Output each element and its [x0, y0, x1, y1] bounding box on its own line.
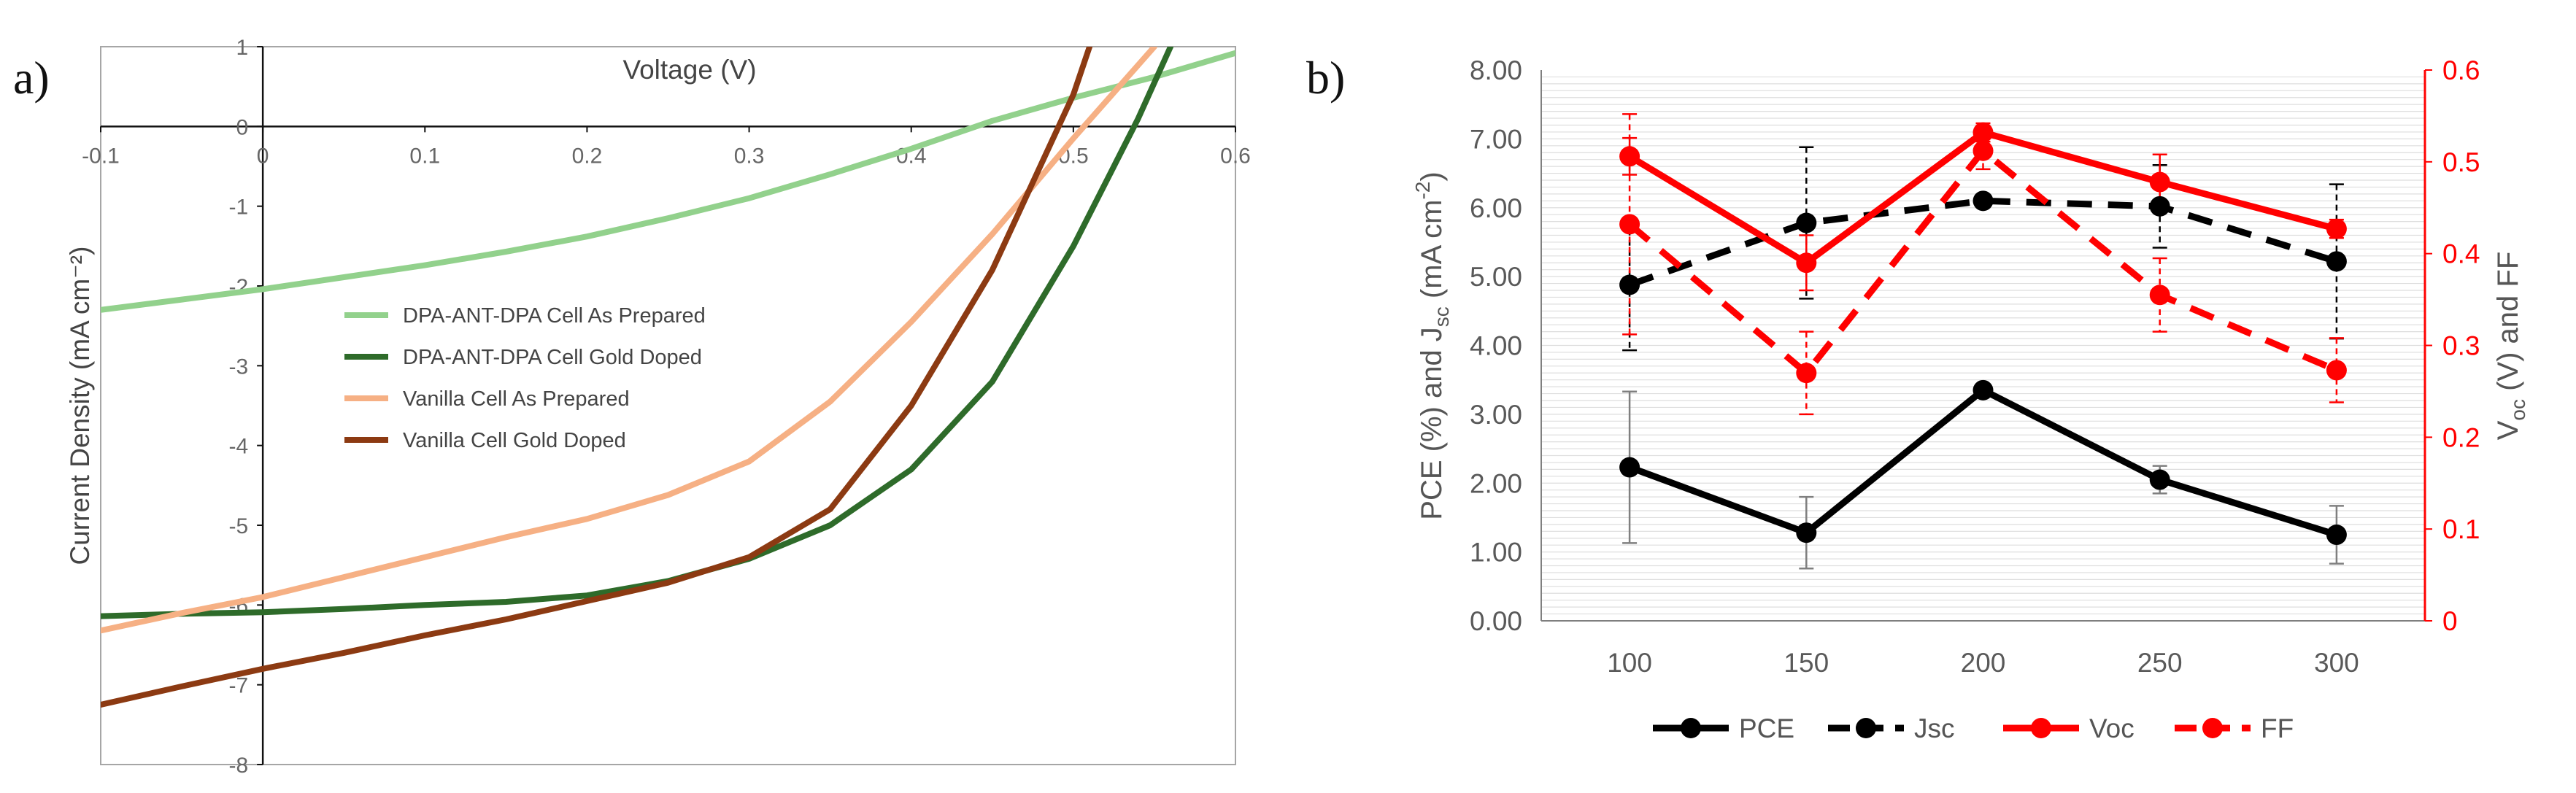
panel-label-a: a) — [13, 52, 50, 104]
legend-label-ff: FF — [2261, 713, 2294, 743]
legend-label-dpa-ant-dpa-cell-as-prepared: DPA-ANT-DPA Cell As Prepared — [403, 304, 706, 328]
data-point-jsc — [1796, 212, 1817, 233]
data-point-ff — [1973, 140, 1994, 161]
legend-marker-pce — [1681, 718, 1701, 738]
chart-b: 0.00 1.00 2.00 3.00 4.00 5.00 6.00 7.00 8.00 0 0.1… — [1411, 55, 2529, 743]
legend-marker-ff — [2202, 718, 2223, 738]
data-point-voc — [1796, 252, 1817, 274]
x-axis-title-a: Voltage (V) — [622, 55, 756, 85]
data-point-pce — [1619, 457, 1640, 478]
x-tick-label-a: 0 — [257, 144, 269, 168]
series-line-vanilla-cell-gold-doped — [101, 47, 1093, 708]
y-tick-label-a: -5 — [228, 514, 248, 538]
legend-label-vanilla-cell-gold-doped: Vanilla Cell Gold Doped — [403, 429, 626, 452]
left-tick-label-b: 8.00 — [1470, 55, 1522, 85]
right-axis-title-part: V — [2492, 420, 2524, 440]
x-tick-label-a: 0.6 — [1220, 144, 1251, 168]
left-axis-title-part: (mA cm — [1416, 200, 1448, 307]
x-tick-label-b: 250 — [2137, 648, 2183, 678]
right-axis-title-part: (V) and FF — [2492, 252, 2524, 399]
y-tick-label-a: 1 — [236, 36, 248, 60]
right-tick-label-b: 0.1 — [2442, 514, 2480, 544]
right-axis-title-sub: oc — [2507, 399, 2529, 421]
y-axis-title-a: Current Density (mA cm⁻²) — [65, 247, 95, 565]
x-tick-label-a: 0.1 — [409, 144, 440, 168]
legend-label-vanilla-cell-as-prepared: Vanilla Cell As Prepared — [403, 387, 630, 411]
data-point-ff — [1796, 363, 1817, 384]
data-point-pce — [1973, 379, 1994, 401]
series-line-ff — [1627, 147, 2338, 376]
y-tick-label-a: -8 — [228, 754, 248, 778]
data-point-ff — [1619, 214, 1640, 235]
data-point-voc — [2326, 218, 2347, 239]
x-tick-label-a: 0.3 — [734, 144, 765, 168]
legend-marker-voc — [2031, 718, 2051, 738]
x-tick-label-a: -0.1 — [82, 144, 120, 168]
series-line-dpa-ant-dpa-cell-as-prepared — [101, 50, 1235, 313]
plot-frame-a — [100, 46, 1236, 765]
left-tick-label-b: 4.00 — [1470, 331, 1522, 361]
data-point-jsc — [1973, 190, 1994, 212]
left-tick-label-b: 5.00 — [1470, 262, 1522, 292]
y-tick-label-a: 0 — [236, 115, 248, 139]
right-tick-label-b: 0.2 — [2442, 422, 2480, 452]
x-tick-label-b: 200 — [1961, 648, 2006, 678]
y-tick-label-a: -3 — [228, 355, 248, 379]
left-axis-title-sub: sc — [1430, 306, 1453, 327]
data-point-voc — [1619, 146, 1640, 167]
left-tick-label-b: 6.00 — [1470, 193, 1522, 223]
data-point-jsc — [2149, 196, 2170, 217]
left-tick-label-b: 2.00 — [1470, 468, 1522, 498]
data-point-pce — [2149, 469, 2170, 490]
right-tick-label-b: 0.6 — [2442, 55, 2480, 85]
right-tick-label-b: 0.5 — [2442, 147, 2480, 177]
x-tick-label-b: 300 — [2314, 648, 2359, 678]
x-tick-label-b: 150 — [1783, 648, 1829, 678]
x-tick-label-a: 0.2 — [572, 144, 603, 168]
data-point-voc — [2149, 171, 2170, 193]
data-point-pce — [2326, 525, 2347, 546]
series-line-vanilla-cell-as-prepared — [101, 47, 1157, 634]
data-point-ff — [2149, 285, 2170, 306]
data-point-pce — [1796, 522, 1817, 544]
left-axis-title-part: PCE (%) and J — [1416, 327, 1448, 520]
legend-label-pce: PCE — [1739, 713, 1794, 743]
right-tick-label-b: 0 — [2442, 606, 2458, 636]
right-tick-label-b: 0.4 — [2442, 239, 2480, 269]
data-point-ff — [2326, 360, 2347, 381]
x-tick-label-b: 100 — [1607, 648, 1652, 678]
series-line-jsc — [1628, 197, 2338, 288]
right-axis-title-b: Voc (V) and FF — [2492, 252, 2529, 441]
left-tick-label-b: 0.00 — [1470, 606, 1522, 636]
legend-label-dpa-ant-dpa-cell-gold-doped: DPA-ANT-DPA Cell Gold Doped — [403, 346, 702, 369]
left-axis-title-part: ) — [1416, 171, 1448, 181]
left-tick-label-b: 7.00 — [1470, 124, 1522, 154]
y-tick-label-a: -4 — [228, 435, 248, 459]
series-line-dpa-ant-dpa-cell-gold-doped — [101, 47, 1174, 619]
y-tick-label-a: -1 — [228, 196, 248, 220]
legend-marker-jsc — [1856, 718, 1876, 738]
data-point-voc — [1973, 122, 1994, 143]
left-axis-title-sup: -2 — [1411, 182, 1434, 200]
right-tick-label-b: 0.3 — [2442, 331, 2480, 361]
chart-a: -0.1 0 0.1 0.2 0.3 0.4 0.5 0.610-1-2-3-4-5-6-7-… — [65, 36, 1251, 778]
panel-label-b: b) — [1306, 52, 1345, 104]
legend-label-jsc: Jsc — [1914, 713, 1955, 743]
left-axis-title-b: PCE (%) and Jsc (mA cm-2) — [1411, 171, 1453, 519]
left-tick-label-b: 1.00 — [1470, 538, 1522, 568]
data-point-jsc — [1619, 274, 1640, 295]
left-tick-label-b: 3.00 — [1470, 400, 1522, 430]
legend-label-voc: Voc — [2089, 713, 2135, 743]
data-point-jsc — [2326, 251, 2347, 272]
